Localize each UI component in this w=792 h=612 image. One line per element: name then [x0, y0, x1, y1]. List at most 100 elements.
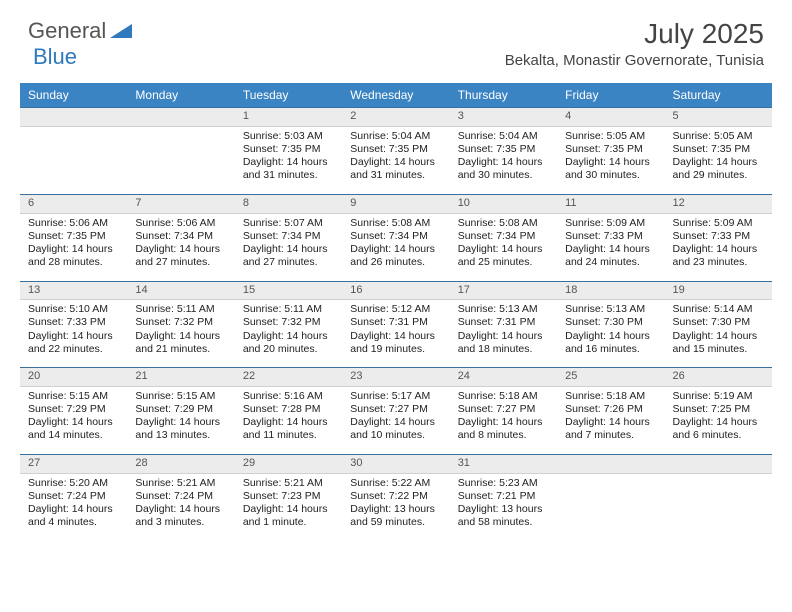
- day-number-cell: 11: [557, 194, 664, 213]
- day-number-cell: 4: [557, 108, 664, 127]
- day-number-cell: 21: [127, 368, 234, 387]
- day-content-cell: Sunrise: 5:15 AMSunset: 7:29 PMDaylight:…: [127, 387, 234, 455]
- day-number-cell: 30: [342, 455, 449, 474]
- day-number-cell: 18: [557, 281, 664, 300]
- sunrise-text: Sunrise: 5:05 AM: [673, 130, 764, 143]
- sunset-text: Sunset: 7:27 PM: [458, 403, 549, 416]
- sunrise-text: Sunrise: 5:22 AM: [350, 477, 441, 490]
- daylight-text: Daylight: 14 hours and 28 minutes.: [28, 243, 119, 269]
- day-content-cell: Sunrise: 5:21 AMSunset: 7:23 PMDaylight:…: [235, 473, 342, 541]
- sunrise-text: Sunrise: 5:12 AM: [350, 303, 441, 316]
- daylight-text: Daylight: 14 hours and 16 minutes.: [565, 330, 656, 356]
- sunset-text: Sunset: 7:32 PM: [243, 316, 334, 329]
- daylight-text: Daylight: 14 hours and 29 minutes.: [673, 156, 764, 182]
- day-number-row: 12345: [20, 108, 772, 127]
- sunrise-text: Sunrise: 5:18 AM: [565, 390, 656, 403]
- day-number-cell: 8: [235, 194, 342, 213]
- day-content-cell: Sunrise: 5:13 AMSunset: 7:30 PMDaylight:…: [557, 300, 664, 368]
- sunrise-text: Sunrise: 5:20 AM: [28, 477, 119, 490]
- day-number-cell: 28: [127, 455, 234, 474]
- sunrise-text: Sunrise: 5:04 AM: [350, 130, 441, 143]
- sunrise-text: Sunrise: 5:21 AM: [135, 477, 226, 490]
- day-number-row: 13141516171819: [20, 281, 772, 300]
- sunset-text: Sunset: 7:30 PM: [565, 316, 656, 329]
- sunset-text: Sunset: 7:35 PM: [673, 143, 764, 156]
- sunrise-text: Sunrise: 5:17 AM: [350, 390, 441, 403]
- day-content-cell: Sunrise: 5:05 AMSunset: 7:35 PMDaylight:…: [665, 126, 772, 194]
- day-number-cell: 19: [665, 281, 772, 300]
- sunset-text: Sunset: 7:32 PM: [135, 316, 226, 329]
- day-content-cell: Sunrise: 5:04 AMSunset: 7:35 PMDaylight:…: [342, 126, 449, 194]
- day-number-cell: 15: [235, 281, 342, 300]
- sunrise-text: Sunrise: 5:21 AM: [243, 477, 334, 490]
- day-header: Wednesday: [342, 83, 449, 108]
- sunset-text: Sunset: 7:24 PM: [135, 490, 226, 503]
- day-content-cell: Sunrise: 5:17 AMSunset: 7:27 PMDaylight:…: [342, 387, 449, 455]
- sunrise-text: Sunrise: 5:04 AM: [458, 130, 549, 143]
- day-number-cell: 13: [20, 281, 127, 300]
- calendar-table: SundayMondayTuesdayWednesdayThursdayFrid…: [20, 83, 772, 541]
- day-number-cell: [127, 108, 234, 127]
- daylight-text: Daylight: 14 hours and 15 minutes.: [673, 330, 764, 356]
- day-content-cell: Sunrise: 5:08 AMSunset: 7:34 PMDaylight:…: [342, 213, 449, 281]
- daylight-text: Daylight: 14 hours and 30 minutes.: [565, 156, 656, 182]
- daylight-text: Daylight: 14 hours and 23 minutes.: [673, 243, 764, 269]
- sunset-text: Sunset: 7:34 PM: [458, 230, 549, 243]
- daylight-text: Daylight: 14 hours and 25 minutes.: [458, 243, 549, 269]
- sunset-text: Sunset: 7:23 PM: [243, 490, 334, 503]
- day-content-row: Sunrise: 5:10 AMSunset: 7:33 PMDaylight:…: [20, 300, 772, 368]
- daylight-text: Daylight: 14 hours and 7 minutes.: [565, 416, 656, 442]
- daylight-text: Daylight: 14 hours and 8 minutes.: [458, 416, 549, 442]
- day-number-cell: 14: [127, 281, 234, 300]
- sunset-text: Sunset: 7:35 PM: [28, 230, 119, 243]
- day-number-cell: 26: [665, 368, 772, 387]
- sunset-text: Sunset: 7:27 PM: [350, 403, 441, 416]
- day-content-row: Sunrise: 5:03 AMSunset: 7:35 PMDaylight:…: [20, 126, 772, 194]
- daylight-text: Daylight: 14 hours and 19 minutes.: [350, 330, 441, 356]
- sunrise-text: Sunrise: 5:23 AM: [458, 477, 549, 490]
- day-content-cell: Sunrise: 5:06 AMSunset: 7:35 PMDaylight:…: [20, 213, 127, 281]
- day-number-row: 20212223242526: [20, 368, 772, 387]
- daylight-text: Daylight: 14 hours and 21 minutes.: [135, 330, 226, 356]
- daylight-text: Daylight: 14 hours and 26 minutes.: [350, 243, 441, 269]
- sunset-text: Sunset: 7:34 PM: [243, 230, 334, 243]
- sunrise-text: Sunrise: 5:18 AM: [458, 390, 549, 403]
- day-content-cell: Sunrise: 5:21 AMSunset: 7:24 PMDaylight:…: [127, 473, 234, 541]
- sunset-text: Sunset: 7:33 PM: [673, 230, 764, 243]
- logo-text-general: General: [28, 18, 106, 44]
- day-content-cell: Sunrise: 5:10 AMSunset: 7:33 PMDaylight:…: [20, 300, 127, 368]
- day-content-cell: [20, 126, 127, 194]
- daylight-text: Daylight: 14 hours and 11 minutes.: [243, 416, 334, 442]
- day-number-cell: 10: [450, 194, 557, 213]
- day-content-cell: Sunrise: 5:09 AMSunset: 7:33 PMDaylight:…: [665, 213, 772, 281]
- daylight-text: Daylight: 13 hours and 58 minutes.: [458, 503, 549, 529]
- day-number-cell: 31: [450, 455, 557, 474]
- sunrise-text: Sunrise: 5:09 AM: [673, 217, 764, 230]
- daylight-text: Daylight: 14 hours and 14 minutes.: [28, 416, 119, 442]
- day-content-cell: Sunrise: 5:07 AMSunset: 7:34 PMDaylight:…: [235, 213, 342, 281]
- day-content-row: Sunrise: 5:15 AMSunset: 7:29 PMDaylight:…: [20, 387, 772, 455]
- day-content-cell: Sunrise: 5:11 AMSunset: 7:32 PMDaylight:…: [235, 300, 342, 368]
- logo-text-blue: Blue: [33, 44, 77, 69]
- logo: General: [28, 18, 134, 44]
- sunset-text: Sunset: 7:22 PM: [350, 490, 441, 503]
- location-text: Bekalta, Monastir Governorate, Tunisia: [505, 52, 764, 69]
- day-content-cell: Sunrise: 5:14 AMSunset: 7:30 PMDaylight:…: [665, 300, 772, 368]
- day-number-cell: 25: [557, 368, 664, 387]
- sunset-text: Sunset: 7:35 PM: [458, 143, 549, 156]
- day-number-cell: [557, 455, 664, 474]
- day-number-cell: 29: [235, 455, 342, 474]
- day-number-cell: 6: [20, 194, 127, 213]
- daylight-text: Daylight: 14 hours and 31 minutes.: [243, 156, 334, 182]
- day-content-cell: Sunrise: 5:19 AMSunset: 7:25 PMDaylight:…: [665, 387, 772, 455]
- logo-text-blue-wrap: Blue: [33, 44, 77, 70]
- day-content-cell: Sunrise: 5:08 AMSunset: 7:34 PMDaylight:…: [450, 213, 557, 281]
- sunset-text: Sunset: 7:31 PM: [458, 316, 549, 329]
- sunset-text: Sunset: 7:24 PM: [28, 490, 119, 503]
- sunrise-text: Sunrise: 5:15 AM: [28, 390, 119, 403]
- day-content-cell: Sunrise: 5:18 AMSunset: 7:27 PMDaylight:…: [450, 387, 557, 455]
- day-header: Monday: [127, 83, 234, 108]
- day-header: Friday: [557, 83, 664, 108]
- daylight-text: Daylight: 14 hours and 27 minutes.: [135, 243, 226, 269]
- sunrise-text: Sunrise: 5:14 AM: [673, 303, 764, 316]
